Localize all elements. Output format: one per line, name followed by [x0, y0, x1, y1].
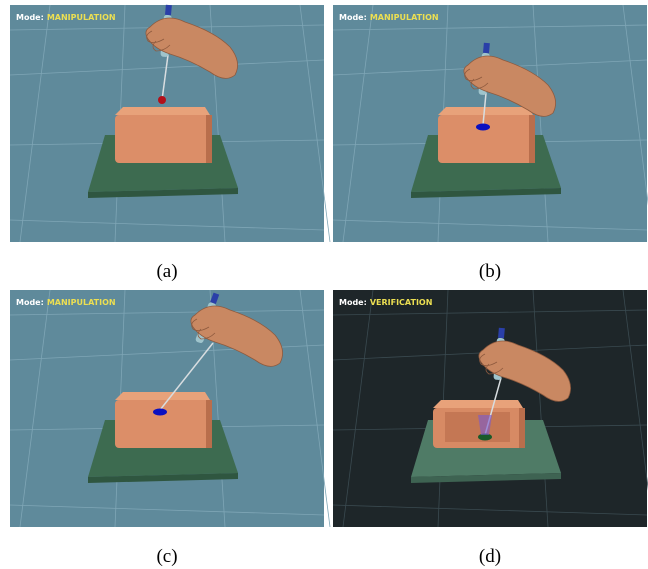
grid-line [9, 309, 325, 316]
mode-label: Mode: [339, 298, 367, 307]
grid-line [19, 289, 51, 528]
mode-value: MANIPULATION [47, 298, 116, 307]
target-mark [153, 408, 167, 416]
hand-fingers [146, 30, 171, 52]
box-front [115, 115, 210, 163]
grid-line [332, 219, 648, 231]
box-cutout [445, 412, 510, 442]
grid-line [532, 4, 549, 243]
base-edge [88, 188, 238, 198]
panel: Mode: MANIPULATION [9, 4, 331, 243]
hand [190, 305, 283, 367]
box-side [206, 115, 212, 163]
hand [478, 340, 571, 402]
base-edge [411, 473, 561, 483]
hand-fingers [464, 68, 489, 90]
verify-cone [478, 415, 492, 435]
grid-line [19, 4, 51, 243]
pipette-tip [161, 54, 169, 101]
panel-caption: (c) [156, 546, 177, 567]
grid-line [622, 289, 648, 491]
grid-line [622, 4, 648, 206]
mode-indicator: Mode: VERIFICATION [339, 298, 432, 307]
mode-value: MANIPULATION [370, 13, 439, 22]
grid-line [532, 289, 549, 528]
box-top [115, 392, 210, 400]
box-side [206, 400, 212, 448]
pipette-cap [165, 4, 172, 16]
target-mark [478, 433, 492, 441]
grid-line [299, 4, 331, 243]
pipette-cap [483, 42, 490, 54]
hand-fingers [479, 353, 504, 375]
grid-line [299, 289, 331, 528]
mode-indicator: Mode: MANIPULATION [339, 13, 439, 22]
panel-caption: (d) [479, 546, 501, 567]
box-top [115, 107, 210, 115]
target-mark [476, 123, 490, 131]
box-side [519, 408, 525, 448]
box-front [115, 400, 210, 448]
pipette-drop [158, 96, 166, 104]
pipette-tip [482, 92, 487, 126]
grid-line [342, 289, 374, 528]
pipette-tip [159, 342, 214, 411]
grid-line [332, 24, 648, 31]
hand [463, 55, 556, 117]
mode-indicator: Mode: MANIPULATION [16, 13, 116, 22]
base-edge [411, 188, 561, 198]
grid-line [9, 219, 325, 231]
box-side [529, 115, 535, 163]
mode-label: Mode: [16, 13, 44, 22]
panel: Mode: MANIPULATION [332, 4, 648, 243]
mode-value: MANIPULATION [47, 13, 116, 22]
panel-caption: (b) [479, 261, 501, 282]
mode-label: Mode: [16, 298, 44, 307]
hand-fingers [191, 318, 216, 340]
box-front [438, 115, 533, 163]
grid-line [332, 504, 648, 516]
pipette-cap [498, 327, 505, 339]
hand [145, 17, 238, 79]
pipette-cap [210, 292, 220, 305]
panel: Mode: MANIPULATION [9, 289, 331, 528]
mode-value: VERIFICATION [370, 298, 433, 307]
panel-caption: (a) [156, 261, 177, 282]
panel: Mode: VERIFICATION [332, 289, 648, 528]
box-top [438, 107, 533, 115]
base-edge [88, 473, 238, 483]
mode-label: Mode: [339, 13, 367, 22]
mode-indicator: Mode: MANIPULATION [16, 298, 116, 307]
grid-line [9, 504, 325, 516]
grid-line [342, 4, 374, 243]
box-top [433, 400, 523, 408]
grid-line [332, 309, 648, 316]
